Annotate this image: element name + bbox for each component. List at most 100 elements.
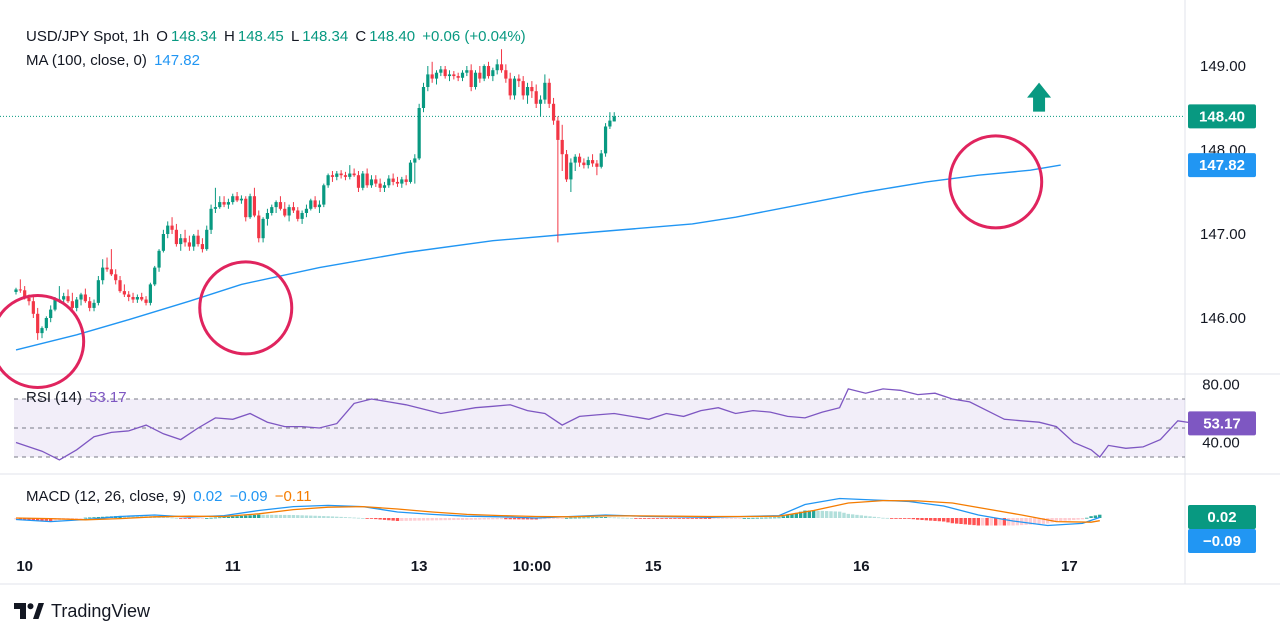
macd-histogram-bar [304, 515, 309, 518]
candle-body [356, 175, 361, 188]
macd-histogram-bar [70, 518, 75, 519]
candle-body [14, 289, 18, 292]
macd-histogram-bar [759, 517, 764, 519]
candle-body [400, 179, 404, 184]
candle [322, 183, 326, 208]
rsi-tick-label: 80.00 [1202, 377, 1240, 394]
macd-histogram-bar [699, 518, 703, 519]
candle-body [244, 198, 248, 218]
signal-badge: −0.09 [1188, 529, 1256, 553]
macd-histogram-bar [963, 518, 968, 525]
candle-body [330, 175, 335, 177]
candle-body [582, 162, 586, 166]
macd-histogram-bar [634, 518, 638, 519]
macd-histogram-bar [326, 516, 330, 518]
candle [361, 171, 365, 191]
macd-histogram-bar [738, 518, 742, 519]
candle [317, 200, 322, 213]
candle [473, 70, 478, 90]
candle-body [538, 99, 543, 104]
macd-histogram-bar [300, 515, 304, 518]
candle [70, 292, 74, 310]
candle [252, 187, 257, 218]
macd-histogram-bar [287, 514, 291, 518]
macd-histogram-bar [902, 518, 907, 519]
ma-value: 147.82 [154, 52, 200, 69]
candle-body [408, 162, 413, 182]
macd-value: 0.02 [193, 488, 223, 505]
candle-body [31, 301, 35, 314]
candle-body [88, 301, 92, 308]
candles[interactable] [14, 49, 616, 340]
candle-body [517, 78, 521, 82]
macd-histogram-bar [218, 517, 222, 519]
candle [296, 207, 300, 222]
candle [218, 196, 222, 209]
macd-histogram-bar [456, 518, 460, 520]
macd-histogram-bar [408, 518, 413, 521]
ma-badge-bg [1188, 153, 1256, 178]
candle [96, 276, 100, 306]
tradingview-brand: TradingView [51, 600, 151, 621]
candle-body [174, 229, 178, 245]
candle-body [603, 126, 608, 154]
macd-histogram-bar [369, 518, 374, 519]
candle-body [265, 213, 270, 219]
candle [469, 64, 473, 92]
candle [586, 156, 590, 169]
candle [413, 154, 417, 184]
high-label: H [224, 28, 235, 45]
macd-histogram-bar [1054, 518, 1059, 522]
macd-histogram-bar [122, 515, 127, 518]
symbol-legend: USD/JPY Spot, 1h O 148.34 H 148.45 L 148.34… [26, 28, 529, 45]
candle [517, 74, 521, 87]
macd-histogram-bar [655, 518, 660, 519]
candle-body [283, 208, 287, 216]
ma-line [15, 164, 1061, 351]
macd-histogram-bar [499, 518, 504, 520]
open-label: O [156, 28, 168, 45]
macd-histogram-bar [673, 518, 677, 519]
rsi-pane [14, 388, 1196, 461]
macd-histogram-bar [994, 518, 998, 526]
rsi-value: 53.17 [89, 389, 127, 406]
time-tick-label: 10:00 [513, 558, 551, 575]
candle-body [27, 297, 31, 302]
ma-label: MA (100, close, 0) [26, 52, 147, 69]
candle-body [166, 225, 170, 234]
macd-histogram-bar [391, 518, 395, 521]
macd-histogram-bar [209, 517, 213, 519]
price-tick-label: 147.00 [1200, 226, 1246, 243]
macd-histogram-bar [517, 518, 521, 520]
macd-histogram-bar [794, 512, 798, 518]
candle-body [101, 267, 105, 281]
macd-histogram-bar [473, 518, 478, 520]
candle-body [170, 225, 174, 230]
macd-histogram-bar [482, 518, 486, 520]
candle [434, 70, 439, 85]
candle [447, 70, 452, 82]
candle-body [564, 154, 569, 180]
candle-body [326, 175, 330, 186]
candle-body [352, 173, 356, 176]
macd-histogram-bar [837, 511, 842, 518]
candle [569, 158, 573, 192]
candle [408, 160, 413, 184]
macd-histogram-bar [196, 518, 200, 519]
candle-body [508, 78, 512, 96]
candle-body [434, 72, 439, 79]
macd-histogram-bar [48, 518, 53, 521]
macd-histogram-bar [192, 518, 196, 519]
macd-histogram-bar [694, 518, 699, 519]
macd-histogram-bar [356, 517, 361, 519]
time-tick-label: 17 [1061, 558, 1078, 575]
macd-histogram-bar [556, 518, 560, 519]
macd-histogram-bar [352, 517, 356, 519]
price-badge: 148.40 [1188, 104, 1256, 129]
candle-body [313, 200, 317, 208]
macd-histogram-bar [621, 517, 625, 519]
candle [118, 276, 122, 293]
macd-histogram-bar [937, 518, 942, 522]
candle-body [439, 69, 443, 73]
